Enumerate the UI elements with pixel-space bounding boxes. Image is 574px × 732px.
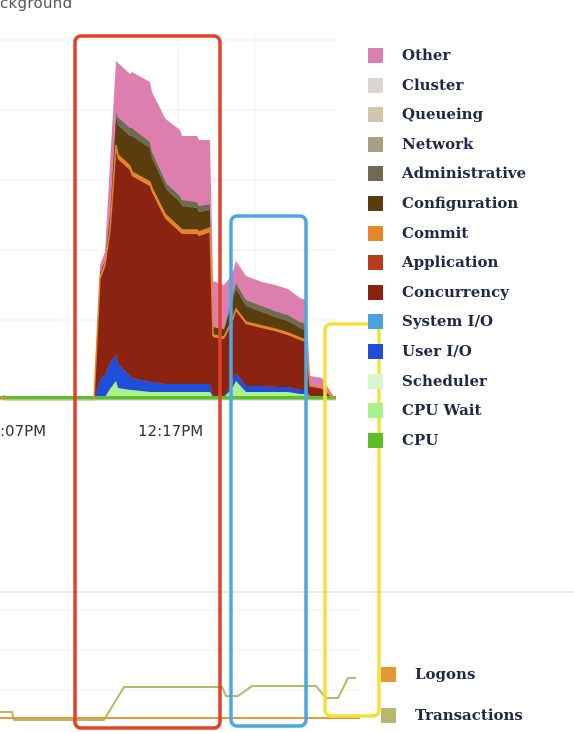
legend-label: Network — [402, 134, 474, 153]
x-tick-label: :07PM — [0, 422, 47, 440]
legend-swatch — [368, 77, 383, 93]
legend-swatch — [381, 708, 396, 723]
legend-swatch — [368, 107, 383, 123]
highlight-boxes — [73, 34, 381, 730]
legend-swatch — [368, 284, 383, 300]
legend-label: CPU — [402, 430, 439, 449]
area-concurrency — [0, 149, 336, 400]
legend-label: Scheduler — [402, 371, 487, 390]
legend-swatch — [381, 667, 396, 682]
legend-label: System I/O — [402, 312, 494, 331]
legend-swatch — [368, 225, 383, 241]
legend-swatch — [368, 255, 383, 271]
legend-swatch — [368, 344, 383, 359]
transactions-line — [0, 677, 356, 721]
legend-label: User I/O — [402, 342, 472, 360]
cpu-baseline-strip — [0, 396, 336, 400]
chart-header-text: ckground — [0, 0, 73, 12]
stacked-areas — [0, 61, 336, 400]
legend-swatch — [368, 373, 383, 389]
area-user-i-o — [0, 355, 336, 400]
legend-swatch — [368, 48, 383, 63]
highlight-box-yellow — [323, 322, 381, 718]
highlight-box-red — [73, 34, 222, 730]
legend-swatch — [368, 314, 383, 330]
legend-swatch — [368, 196, 383, 211]
legend-label: Application — [402, 253, 499, 272]
legend-label: Concurrency — [402, 282, 509, 301]
highlight-box-blue — [229, 214, 308, 728]
legend-swatch — [368, 136, 383, 152]
legend-label: Other — [402, 46, 451, 64]
legend-label: Logons — [415, 665, 476, 683]
legend-swatch — [368, 403, 383, 419]
legend-label: CPU Wait — [402, 401, 482, 420]
legend-label: Queueing — [402, 105, 484, 124]
legend-swatch — [368, 432, 383, 448]
top-load-line — [0, 144, 337, 401]
legend-label: Commit — [402, 223, 469, 242]
legend-label: Administrative — [402, 164, 527, 183]
commit-edge-line — [0, 144, 337, 401]
legend-label: Transactions — [415, 706, 523, 724]
legend-label: Configuration — [402, 194, 519, 212]
legend-swatch — [368, 166, 383, 182]
area-other — [0, 61, 336, 400]
legend-label: Cluster — [402, 75, 464, 94]
area-cpu-wait — [0, 381, 336, 400]
x-tick-label: 12:17PM — [138, 422, 204, 440]
